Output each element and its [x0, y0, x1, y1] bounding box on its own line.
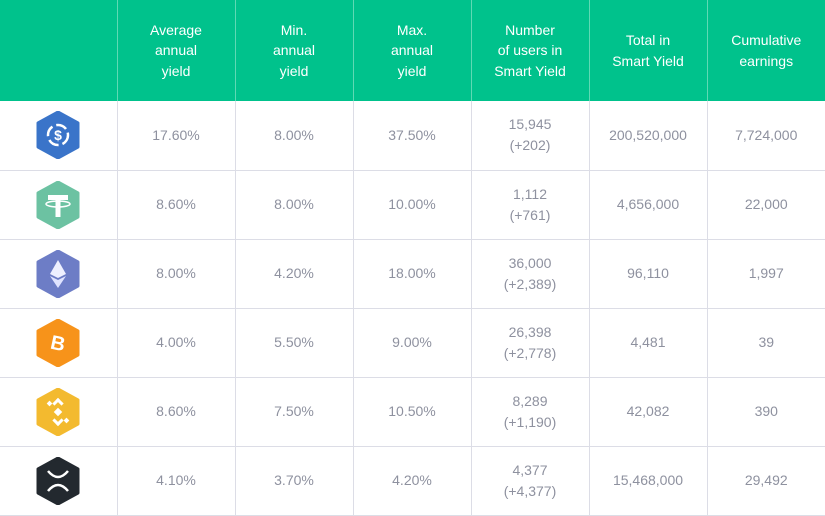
header-min-yield: Min. annual yield [234, 0, 353, 101]
average-yield-cell: 8.00% [116, 239, 235, 309]
total-cell: 42,082 [588, 377, 707, 447]
users-cell: 4,377 (+4,377) [470, 446, 589, 516]
total-cell: 200,520,000 [588, 101, 707, 171]
average-yield-cell: 4.00% [116, 308, 235, 378]
max-yield-cell: 4.20% [352, 446, 471, 516]
total-cell: 15,468,000 [588, 446, 707, 516]
max-yield-cell: 10.00% [352, 170, 471, 240]
asset-cell [0, 170, 117, 240]
header-max-yield: Max. annual yield [352, 0, 471, 101]
header-average-yield: Average annual yield [116, 0, 235, 101]
total-cell: 96,110 [588, 239, 707, 309]
earnings-cell: 29,492 [706, 446, 825, 516]
svg-text:B: B [49, 331, 68, 356]
average-yield-cell: 8.60% [116, 377, 235, 447]
asset-cell [0, 377, 117, 447]
users-count: 26,398 [508, 323, 552, 340]
header-asset [0, 0, 117, 101]
min-yield-cell: 3.70% [234, 446, 353, 516]
header-total: Total in Smart Yield [588, 0, 707, 101]
users-count: 1,112 [513, 185, 547, 202]
users-delta: (+202) [509, 137, 551, 154]
asset-cell [0, 239, 117, 309]
users-delta: (+2,778) [503, 344, 557, 361]
average-yield-cell: 4.10% [116, 446, 235, 516]
min-yield-cell: 8.00% [234, 101, 353, 171]
asset-cell: $ [0, 101, 117, 171]
table-row: 8.60% 8.00% 10.00% 1,112 (+761) 4,656,000… [0, 170, 825, 240]
users-count: 15,945 [508, 116, 552, 133]
table-row: 4.10% 3.70% 4.20% 4,377 (+4,377) 15,468,0… [0, 446, 825, 516]
table-row: 8.00% 4.20% 18.00% 36,000 (+2,389) 96,110… [0, 239, 825, 309]
svg-text:$: $ [54, 127, 62, 143]
earnings-cell: 390 [706, 377, 825, 447]
min-yield-cell: 4.20% [234, 239, 353, 309]
users-count: 8,289 [512, 392, 548, 409]
users-cell: 1,112 (+761) [470, 170, 589, 240]
users-delta: (+1,190) [503, 413, 557, 430]
users-cell: 8,289 (+1,190) [470, 377, 589, 447]
average-yield-cell: 8.60% [116, 170, 235, 240]
users-cell: 15,945 (+202) [470, 101, 589, 171]
usdc-icon: $ [36, 111, 80, 160]
tether-icon [36, 180, 80, 229]
xrp-icon [36, 456, 80, 505]
table-row: B 4.00% 5.50% 9.00% 26,398 (+2,778) 4,481… [0, 308, 825, 378]
asset-cell: B [0, 308, 117, 378]
min-yield-cell: 8.00% [234, 170, 353, 240]
header-row: Average annual yield Min. annual yield Max. a… [0, 0, 825, 101]
average-yield-cell: 17.60% [116, 101, 235, 171]
earnings-cell: 1,997 [706, 239, 825, 309]
header-users: Number of users in Smart Yield [470, 0, 589, 101]
max-yield-cell: 10.50% [352, 377, 471, 447]
total-cell: 4,656,000 [588, 170, 707, 240]
table-row: 8.60% 7.50% 10.50% 8,289 (+1,190) 42,082 … [0, 377, 825, 447]
asset-cell [0, 446, 117, 516]
users-cell: 26,398 (+2,778) [470, 308, 589, 378]
binance-icon [36, 387, 80, 436]
users-count: 36,000 [508, 254, 552, 271]
max-yield-cell: 18.00% [352, 239, 471, 309]
table-row: $ 17.60% 8.00% 37.50% 15,945 (+202) 200,5… [0, 101, 825, 171]
max-yield-cell: 9.00% [352, 308, 471, 378]
min-yield-cell: 5.50% [234, 308, 353, 378]
users-delta: (+761) [509, 206, 551, 223]
bitcoin-icon: B [36, 318, 80, 367]
min-yield-cell: 7.50% [234, 377, 353, 447]
earnings-cell: 39 [706, 308, 825, 378]
header-earnings: Cumulative earnings [706, 0, 825, 101]
total-cell: 4,481 [588, 308, 707, 378]
users-cell: 36,000 (+2,389) [470, 239, 589, 309]
users-count: 4,377 [512, 461, 548, 478]
ethereum-icon [36, 249, 80, 298]
max-yield-cell: 37.50% [352, 101, 471, 171]
users-delta: (+4,377) [503, 482, 557, 499]
earnings-cell: 7,724,000 [706, 101, 825, 171]
earnings-cell: 22,000 [706, 170, 825, 240]
users-delta: (+2,389) [503, 275, 557, 292]
